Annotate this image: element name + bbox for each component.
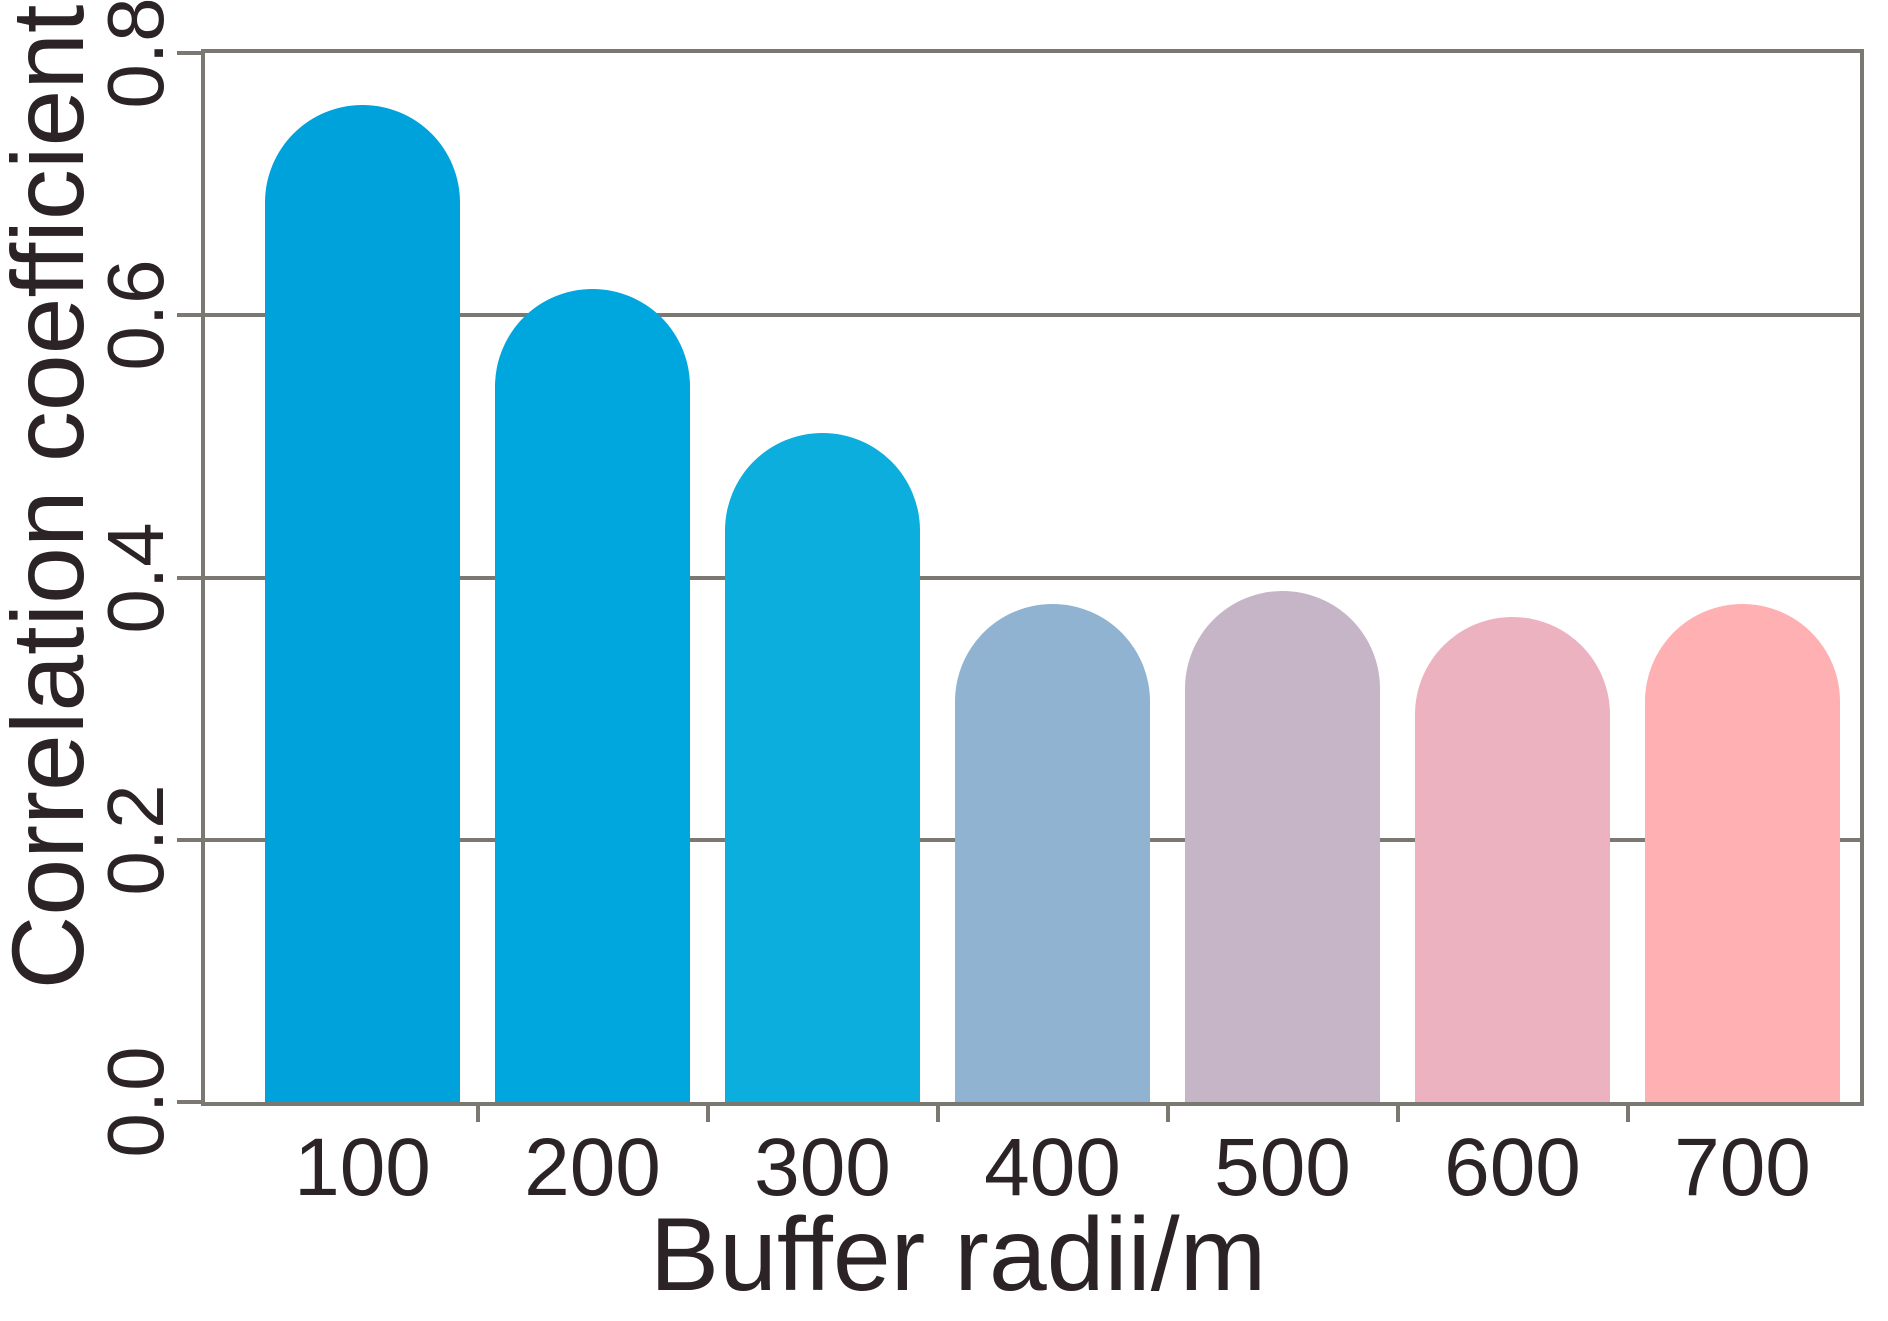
y-axis-title: Correlation coefficient <box>0 4 105 990</box>
x-boundary-tick-6 <box>1625 1102 1630 1122</box>
x-tick-label-500: 500 <box>1214 1122 1351 1213</box>
bar-200 <box>495 289 690 1102</box>
bar-700 <box>1645 604 1840 1102</box>
x-tick-label-400: 400 <box>984 1122 1121 1213</box>
x-tick-label-200: 200 <box>524 1122 661 1213</box>
y-tick-0.2 <box>177 837 205 842</box>
plot-inner <box>205 53 1860 1102</box>
x-tick-label-300: 300 <box>754 1122 891 1213</box>
y-tick-label-0.4: 0.4 <box>91 521 180 634</box>
x-boundary-tick-5 <box>1395 1102 1400 1122</box>
x-boundary-tick-1 <box>475 1102 480 1122</box>
bar-500 <box>1185 591 1380 1102</box>
y-tick-0.4 <box>177 575 205 580</box>
y-tick-label-0.0: 0.0 <box>91 1046 180 1158</box>
gridline-0.4 <box>205 575 1860 580</box>
gridline-0.6 <box>205 313 1860 318</box>
plot-area <box>201 49 1864 1106</box>
y-tick-0.0 <box>177 1100 205 1104</box>
y-tick-label-0.2: 0.2 <box>91 784 180 896</box>
x-boundary-tick-3 <box>935 1102 940 1122</box>
x-tick-label-600: 600 <box>1444 1122 1581 1213</box>
y-tick-label-0.8: 0.8 <box>91 0 180 109</box>
y-tick-0.6 <box>177 313 205 318</box>
x-boundary-tick-2 <box>705 1102 710 1122</box>
x-tick-label-100: 100 <box>294 1122 431 1213</box>
bar-600 <box>1415 617 1610 1102</box>
x-tick-label-700: 700 <box>1674 1122 1811 1213</box>
bar-300 <box>725 433 920 1102</box>
x-boundary-tick-4 <box>1165 1102 1170 1122</box>
y-tick-0.8 <box>177 51 205 55</box>
y-tick-label-0.6: 0.6 <box>91 259 180 371</box>
x-axis-title: Buffer radii/m <box>649 1197 1267 1313</box>
bar-400 <box>955 604 1150 1102</box>
bar-100 <box>265 105 460 1102</box>
